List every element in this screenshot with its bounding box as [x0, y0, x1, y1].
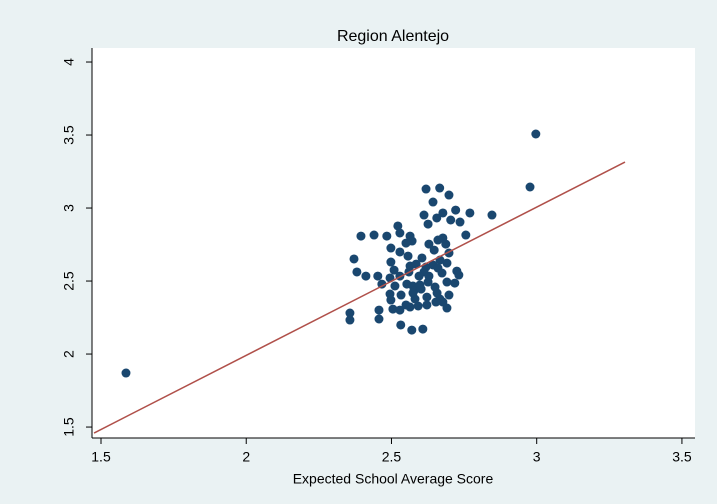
point — [428, 197, 438, 207]
fit-line — [93, 161, 626, 434]
point — [435, 183, 445, 193]
point — [421, 184, 431, 194]
point — [386, 243, 396, 253]
plot-area — [92, 48, 695, 438]
y-tick-label: 2 — [61, 350, 77, 358]
y-tick-label: 1.5 — [61, 417, 77, 437]
point — [407, 236, 417, 246]
point — [441, 239, 451, 249]
point — [416, 284, 426, 294]
point — [386, 295, 396, 305]
point — [451, 205, 461, 215]
point — [396, 320, 406, 330]
point — [450, 278, 460, 288]
point — [461, 230, 471, 240]
point — [345, 308, 355, 318]
y-tick-label: 3 — [61, 204, 77, 212]
point — [377, 279, 387, 289]
point — [389, 265, 399, 275]
point — [455, 217, 465, 227]
point — [349, 254, 359, 264]
point — [438, 208, 448, 218]
x-tick-label: 3.5 — [672, 449, 692, 465]
point — [414, 271, 424, 281]
point — [408, 288, 418, 298]
point — [431, 297, 441, 307]
point — [429, 245, 439, 255]
point — [424, 271, 434, 281]
y-tick-label: 3.5 — [61, 125, 77, 145]
point — [531, 129, 541, 139]
x-tick-label: 3 — [533, 449, 541, 465]
point — [454, 270, 464, 280]
point — [525, 182, 535, 192]
point — [361, 271, 371, 281]
point — [418, 324, 428, 334]
point — [487, 210, 497, 220]
point — [356, 231, 366, 241]
point — [442, 303, 452, 313]
point — [442, 277, 452, 287]
point — [423, 219, 433, 229]
point — [411, 259, 421, 269]
y-tick-label: 4 — [61, 58, 77, 66]
point — [424, 239, 434, 249]
point — [446, 215, 456, 225]
point — [442, 258, 452, 268]
point — [465, 208, 475, 218]
x-tick-label: 1.5 — [91, 449, 111, 465]
point — [422, 300, 432, 310]
point — [345, 315, 355, 325]
point — [374, 314, 384, 324]
point — [386, 257, 396, 267]
point — [407, 325, 417, 335]
point — [352, 267, 362, 277]
point — [432, 213, 442, 223]
point — [437, 268, 447, 278]
point — [403, 251, 413, 261]
point — [373, 271, 383, 281]
x-tick-label: 2.5 — [382, 449, 402, 465]
point — [390, 281, 400, 291]
point — [382, 231, 392, 241]
point — [395, 247, 405, 257]
point — [422, 292, 432, 302]
point — [444, 290, 454, 300]
point — [417, 253, 427, 263]
y-tick-label: 2.5 — [61, 271, 77, 291]
point — [396, 290, 406, 300]
point — [401, 300, 411, 310]
point — [369, 230, 379, 240]
point — [413, 301, 423, 311]
chart-title: Region Alentejo — [337, 28, 449, 45]
point — [419, 210, 429, 220]
point — [444, 190, 454, 200]
x-axis-title: Expected School Average Score — [293, 471, 494, 487]
x-tick-label: 2 — [242, 449, 250, 465]
point — [374, 305, 384, 315]
point — [395, 305, 405, 315]
point — [395, 228, 405, 238]
point — [388, 304, 398, 314]
point — [393, 221, 403, 231]
point — [121, 368, 131, 378]
